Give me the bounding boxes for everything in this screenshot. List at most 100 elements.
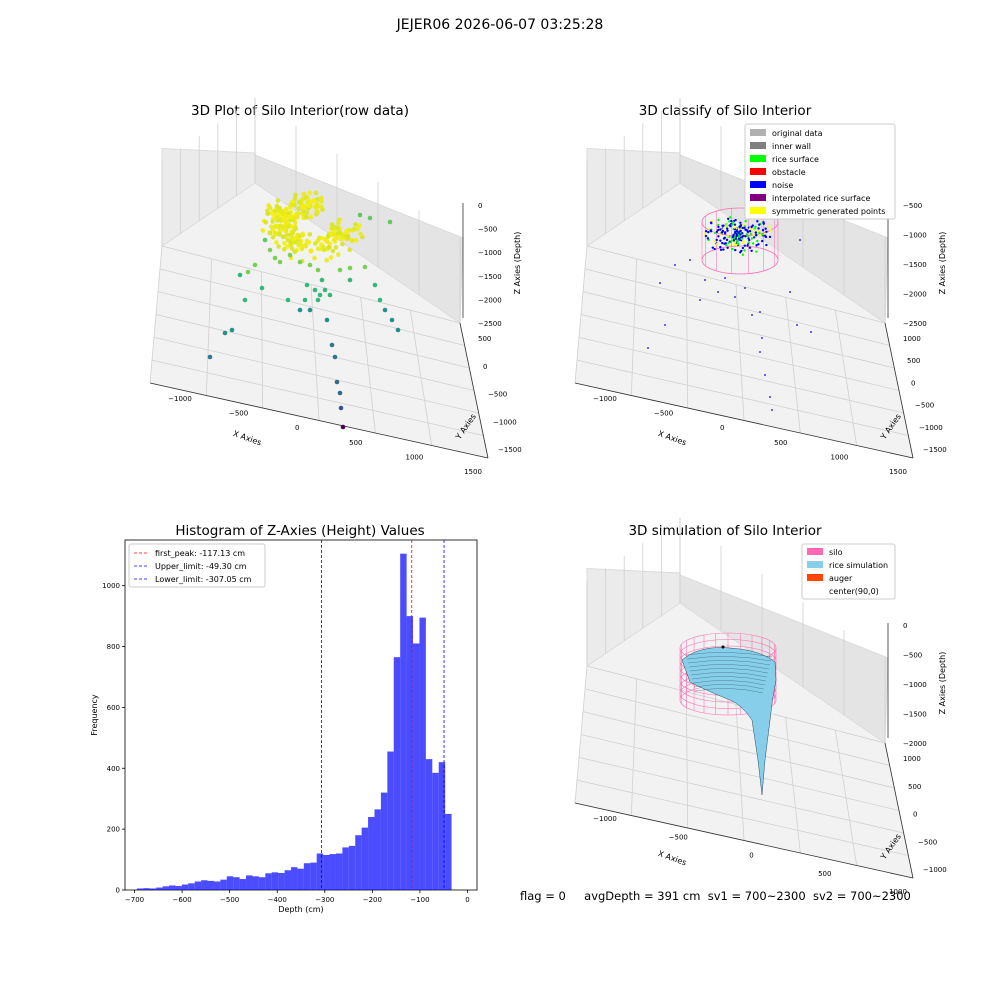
class-point (724, 243, 728, 247)
class-point (739, 251, 742, 254)
class-point (713, 247, 716, 251)
y-tick-label: 400 (107, 765, 120, 773)
class-point (743, 244, 746, 247)
raw-point (284, 206, 289, 212)
y-tick-label: 1000 (903, 335, 921, 343)
histogram-bar (291, 867, 298, 890)
noise-point (689, 259, 691, 261)
histogram-bar (400, 553, 407, 890)
histogram-bar (252, 876, 259, 890)
class-point (752, 228, 755, 232)
class-point (755, 250, 758, 253)
surface-mesh (687, 660, 771, 666)
legend-swatch (807, 574, 823, 581)
x-tick-label: 1000 (405, 453, 423, 461)
y-tick-label: 500 (478, 335, 491, 343)
x-axis-line (149, 382, 489, 459)
legend-swatch (750, 129, 766, 136)
y-axis-line (459, 322, 489, 459)
x-tick-label: 1500 (889, 468, 907, 476)
class-point (729, 225, 732, 228)
legend-swatch (750, 168, 766, 175)
y-tick-label: −500 (918, 838, 937, 846)
class-point (739, 229, 742, 233)
raw-point (377, 297, 383, 303)
histogram-bar (297, 868, 304, 890)
raw-point (222, 330, 228, 336)
raw-point (292, 192, 298, 198)
class-point (757, 229, 761, 233)
y-tick-label: 500 (908, 783, 921, 791)
raw-point (347, 277, 353, 283)
raw-point (280, 210, 286, 215)
legend-label: noise (772, 181, 793, 190)
y-tick-label: −1500 (498, 446, 522, 454)
class-point (737, 231, 740, 234)
raw-point (353, 222, 358, 227)
floor-gridline (586, 245, 886, 324)
z-tick-label: −2000 (478, 296, 502, 304)
raw-point (237, 272, 243, 278)
histogram-bar (194, 881, 202, 890)
legend-label: obstacle (772, 168, 806, 177)
class-point (715, 242, 719, 246)
class-point (744, 228, 747, 231)
histogram-bar (368, 816, 375, 890)
raw-point (347, 265, 353, 271)
histogram-bar (419, 617, 426, 890)
class-point (748, 227, 752, 230)
z-tick-label: −2000 (903, 291, 927, 299)
raw-point (297, 259, 303, 265)
class-point (719, 245, 722, 249)
raw-point (293, 226, 298, 232)
raw-point (334, 379, 340, 385)
surface-mesh (690, 672, 768, 678)
class-point (754, 225, 757, 229)
raw-point (307, 232, 313, 237)
legend-swatch (807, 548, 823, 555)
class-point (714, 231, 717, 235)
class-point (736, 239, 739, 242)
z-tick-label: −1000 (903, 232, 927, 240)
raw-point (304, 238, 310, 244)
histogram-bar (188, 883, 195, 890)
class-point (731, 223, 734, 226)
raw-point (307, 262, 313, 268)
legend-label: first_peak: -117.13 cm (155, 549, 245, 558)
class-point (711, 246, 714, 249)
raw-point (313, 190, 319, 196)
raw-point (338, 405, 344, 411)
class-point (748, 238, 751, 242)
histogram-bar (265, 873, 272, 890)
z-axis-label: Z Axies (Depth) (938, 232, 947, 295)
class-point (762, 222, 765, 225)
z-axis-label: Z Axies (Depth) (938, 652, 947, 715)
class-point (709, 229, 712, 232)
raw-point (270, 234, 276, 240)
raw-point (274, 215, 280, 220)
class-point (750, 237, 754, 240)
histogram-bar (406, 616, 414, 890)
class-point (748, 229, 752, 233)
legend-label: auger (829, 574, 853, 583)
noise-point (704, 279, 706, 281)
surface-mesh (694, 688, 764, 694)
y-tick-label: 500 (907, 357, 920, 365)
raw-point (318, 235, 324, 241)
raw-point (335, 225, 341, 231)
raw-point (337, 267, 343, 273)
raw-point (358, 231, 363, 237)
figure-title: JEJER06 2026-06-07 03:25:28 (396, 17, 604, 33)
y-tick-label: 0 (911, 379, 915, 387)
raw-point (308, 214, 313, 220)
class-point (733, 223, 737, 226)
raw-point (357, 223, 362, 228)
flag-text: flag = 0 (520, 889, 566, 903)
surface-mesh (685, 652, 773, 658)
floor-gridline (159, 268, 465, 346)
x-tick-label: −500 (229, 410, 248, 418)
z-tick-label: −2000 (903, 740, 927, 748)
x-tick-label: −300 (315, 896, 334, 904)
class-point (751, 242, 755, 245)
z-tick-label: −500 (903, 202, 922, 210)
